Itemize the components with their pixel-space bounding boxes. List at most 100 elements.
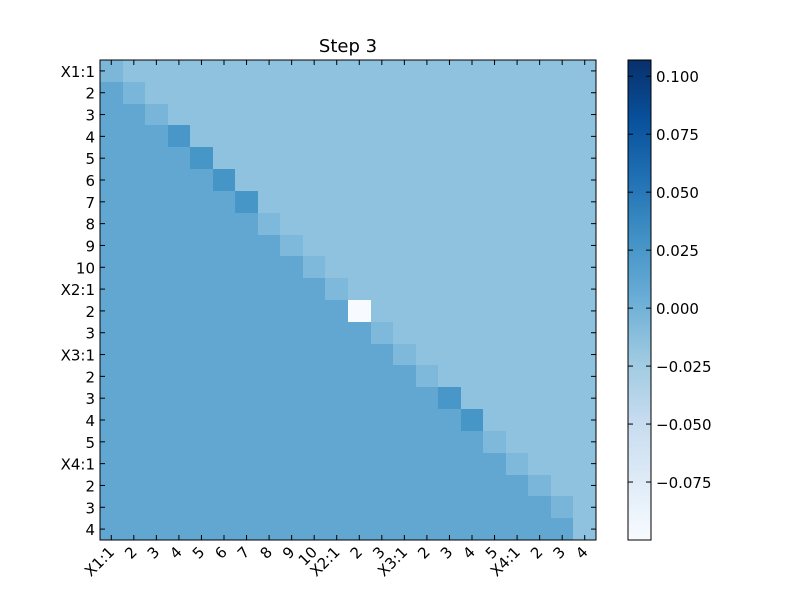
y-tick-label: 2	[85, 477, 95, 495]
heatmap-cell	[280, 453, 303, 475]
heatmap-cell	[123, 496, 145, 518]
heatmap-cell	[168, 431, 190, 453]
heatmap-cell	[303, 409, 325, 431]
heatmap-cell	[438, 235, 461, 256]
x-tick-label: X1:1	[81, 543, 118, 580]
heatmap-cell	[190, 365, 213, 387]
heatmap-cell	[528, 235, 551, 256]
heatmap-cell	[303, 104, 325, 125]
heatmap-cell	[235, 191, 258, 213]
heatmap-cell	[551, 453, 573, 475]
heatmap-cell	[416, 431, 438, 453]
heatmap-cell	[483, 60, 506, 82]
heatmap-cell	[573, 235, 596, 256]
heatmap-cell	[506, 213, 528, 235]
heatmap-cell	[145, 125, 168, 147]
plot-frame	[99, 59, 597, 541]
heatmap-cell	[348, 496, 371, 518]
heatmap-cell	[123, 60, 145, 82]
heatmap-cell	[100, 475, 123, 496]
heatmap-cell	[100, 235, 123, 256]
heatmap-cell	[213, 191, 235, 213]
heatmap-cell	[303, 518, 325, 540]
heatmap-cell	[573, 125, 596, 147]
heatmap-cell	[168, 82, 190, 104]
heatmap-cell	[438, 82, 461, 104]
heatmap-cell	[528, 365, 551, 387]
heatmap-cell	[280, 147, 303, 169]
heatmap-cell	[506, 365, 528, 387]
heatmap-cell	[461, 235, 483, 256]
heatmap-cell	[145, 60, 168, 82]
heatmap-cell	[393, 431, 416, 453]
heatmap-cell	[483, 344, 506, 365]
heatmap-cell	[168, 365, 190, 387]
heatmap-cell	[416, 322, 438, 344]
heatmap-cell	[100, 409, 123, 431]
heatmap-cell	[483, 104, 506, 125]
x-tick-label: 3	[144, 543, 163, 562]
heatmap-cell	[325, 496, 348, 518]
heatmap-cell	[371, 213, 393, 235]
heatmap-cell	[235, 322, 258, 344]
heatmap-cell	[123, 365, 145, 387]
heatmap-cell	[213, 213, 235, 235]
heatmap-cell	[235, 387, 258, 409]
heatmap-cell	[483, 256, 506, 278]
heatmap-cell	[371, 387, 393, 409]
heatmap-cell	[258, 82, 280, 104]
y-tick-label: 2	[85, 85, 95, 103]
heatmap-cell	[258, 104, 280, 125]
heatmap-cell	[393, 475, 416, 496]
heatmap-cell	[235, 104, 258, 125]
heatmap-cell	[123, 256, 145, 278]
heatmap-cell	[258, 365, 280, 387]
heatmap-cell	[348, 235, 371, 256]
heatmap-cell	[528, 169, 551, 191]
heatmap-cell	[280, 256, 303, 278]
y-tick-label: 3	[85, 107, 95, 125]
heatmap-cell	[100, 213, 123, 235]
heatmap-cell	[528, 82, 551, 104]
heatmap-cell	[506, 125, 528, 147]
heatmap-cell	[213, 322, 235, 344]
heatmap-cell	[416, 344, 438, 365]
heatmap-cell	[280, 60, 303, 82]
heatmap-cell	[528, 104, 551, 125]
heatmap-cell	[348, 147, 371, 169]
heatmap-cell	[190, 431, 213, 453]
heatmap-cell	[438, 60, 461, 82]
x-tick-label: 3	[437, 543, 456, 562]
heatmap-cell	[348, 518, 371, 540]
heatmap-cell	[371, 125, 393, 147]
heatmap-cell	[393, 82, 416, 104]
heatmap-cell	[483, 453, 506, 475]
heatmap-cell	[100, 60, 123, 82]
y-tick-label: 4	[85, 412, 95, 430]
heatmap-cell	[506, 191, 528, 213]
heatmap-cell	[123, 191, 145, 213]
heatmap-cell	[190, 409, 213, 431]
heatmap-cell	[258, 322, 280, 344]
heatmap-cell	[371, 169, 393, 191]
heatmap-cell	[100, 365, 123, 387]
heatmap-cell	[168, 300, 190, 322]
heatmap-cell	[573, 300, 596, 322]
heatmap-cell	[483, 191, 506, 213]
heatmap-cell	[506, 496, 528, 518]
heatmap-cell	[573, 365, 596, 387]
heatmap-cell	[483, 213, 506, 235]
heatmap-cell	[393, 278, 416, 300]
heatmap-cell	[551, 475, 573, 496]
heatmap-cell	[416, 409, 438, 431]
heatmap-cell	[416, 475, 438, 496]
heatmap-cell	[416, 496, 438, 518]
heatmap-cell	[371, 300, 393, 322]
heatmap-cell	[573, 344, 596, 365]
heatmap-cell	[438, 104, 461, 125]
heatmap-cell	[258, 518, 280, 540]
heatmap-cell	[100, 147, 123, 169]
heatmap-cell	[168, 256, 190, 278]
heatmap-cell	[573, 518, 596, 540]
heatmap-cell	[235, 409, 258, 431]
